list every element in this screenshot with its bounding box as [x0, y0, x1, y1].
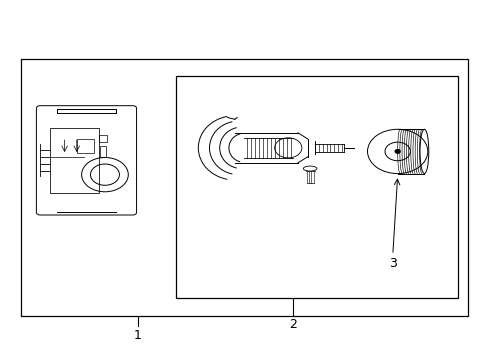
Circle shape — [394, 150, 399, 153]
Bar — [50, 128, 99, 193]
Text: 3: 3 — [388, 257, 396, 270]
Text: 2: 2 — [288, 318, 296, 331]
Bar — [77, 139, 94, 153]
Bar — [100, 146, 106, 157]
Bar — [21, 59, 467, 316]
Text: 1: 1 — [133, 329, 141, 342]
Bar — [176, 76, 458, 298]
Bar — [99, 135, 107, 143]
